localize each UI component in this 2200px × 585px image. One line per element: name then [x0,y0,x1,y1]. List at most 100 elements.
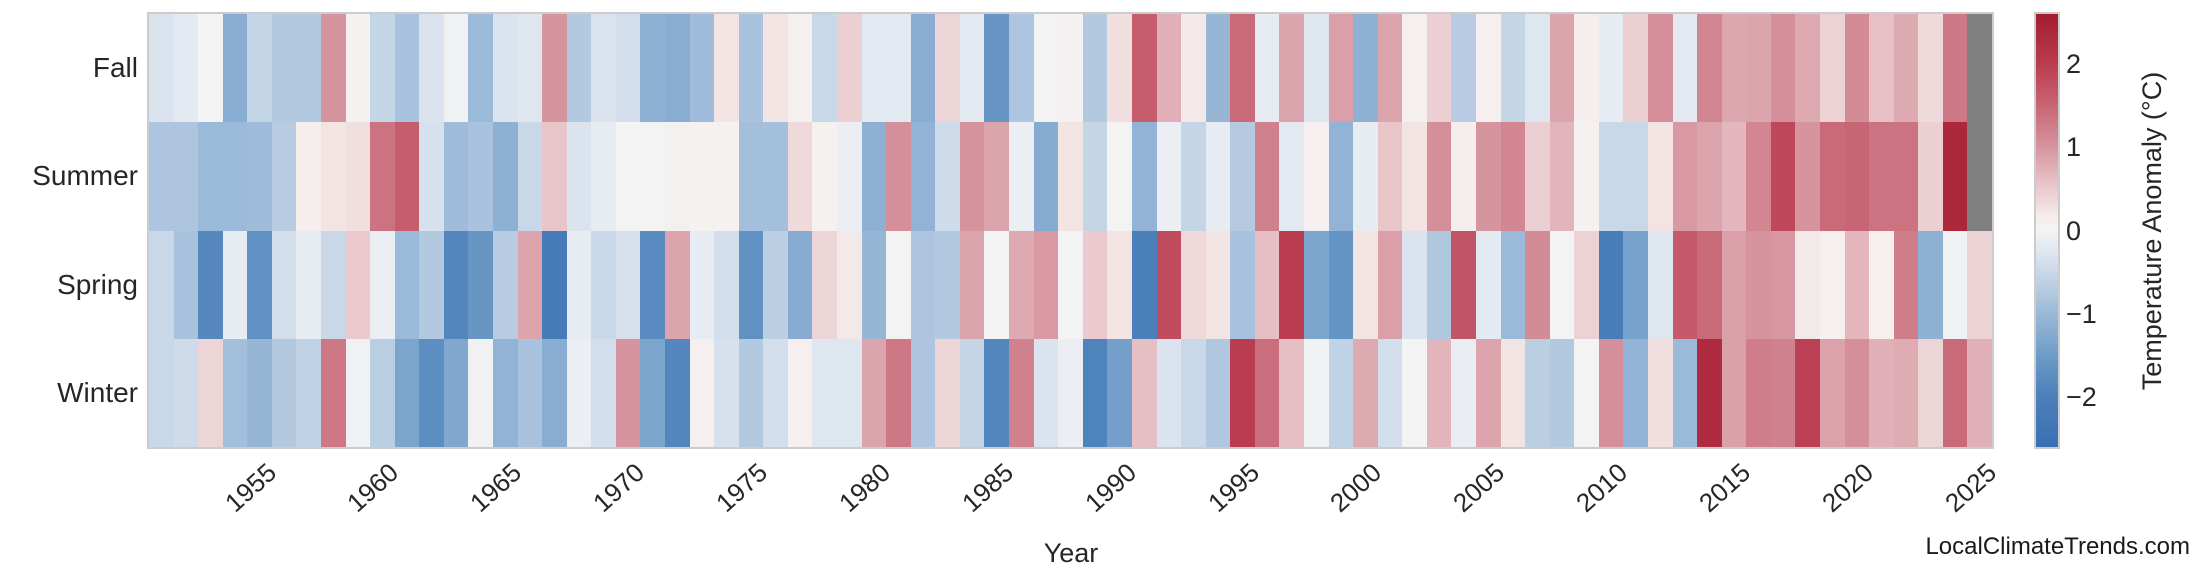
heatmap-cell [1943,122,1967,231]
heatmap-cell [1451,339,1476,447]
heatmap-cell [1255,231,1279,339]
heatmap-cell [1378,231,1402,339]
heatmap-cell [1697,14,1722,122]
heatmap-cell [370,231,395,339]
heatmap-cell [984,339,1009,447]
heatmap-cell [567,14,591,122]
colorbar-title: Temperature Anomaly (°C) [2137,71,2167,391]
heatmap-cell [1304,339,1329,447]
heatmap-cell [1009,339,1034,447]
heatmap-cell [247,122,272,231]
heatmap-cell [493,339,518,447]
heatmap-cell [296,339,321,447]
heatmap-cell [665,231,690,339]
x-tick-label: 2010 [1570,457,1634,518]
heatmap-cell [1083,231,1107,339]
heatmap-cell [1623,339,1648,447]
heatmap-cell [149,339,174,447]
heatmap-cell [665,122,690,231]
heatmap-cell [1795,122,1820,231]
heatmap-cell [1501,14,1525,122]
heatmap-cell [837,231,862,339]
heatmap-cell [296,14,321,122]
heatmap-cell [935,231,960,339]
heatmap-cell [1058,122,1083,231]
heatmap-cell [1845,339,1869,447]
heatmap-cell [1697,122,1722,231]
heatmap-cell [1476,14,1501,122]
colorbar-tick-label: 2 [2066,49,2082,79]
heatmap-cell [493,231,518,339]
heatmap-cell [1329,14,1353,122]
heatmap-cell [1427,231,1451,339]
heatmap-cell [812,122,837,231]
colorbar-tick-label: 1 [2066,132,2082,162]
heatmap-cell [1083,339,1107,447]
heatmap-cell [1550,339,1574,447]
heatmap-cell [640,122,665,231]
heatmap-cell [1279,339,1304,447]
heatmap-cell [1525,339,1550,447]
heatmap-cell [960,339,984,447]
heatmap-cell [1009,231,1034,339]
heatmap-cell [1845,14,1869,122]
heatmap-cell [272,339,296,447]
heatmap-cell [1378,14,1402,122]
heatmap-cell [1279,14,1304,122]
heatmap-cell [935,339,960,447]
heatmap-cell [788,339,812,447]
heatmap-cell [984,122,1009,231]
heatmap-cell [518,339,542,447]
heatmap-cell [272,231,296,339]
heatmap-cell [1402,14,1427,122]
heatmap-cell [174,14,198,122]
heatmap-cell [1550,122,1574,231]
heatmap-cell [788,14,812,122]
heatmap-cell [1673,339,1697,447]
heatmap-cell [1304,122,1329,231]
heatmap-cell [1894,339,1918,447]
heatmap-cell [1402,122,1427,231]
heatmap-cell [174,339,198,447]
heatmap-cell [714,122,739,231]
heatmap-cell [1722,14,1746,122]
heatmap-cell [960,231,984,339]
heatmap-cell [1255,339,1279,447]
x-tick-label: 1960 [341,457,405,518]
x-tick-label: 2000 [1324,457,1388,518]
heatmap-cell [640,339,665,447]
heatmap-cell [1107,14,1132,122]
heatmap-cell [1918,122,1943,231]
heatmap-cell [1058,231,1083,339]
heatmap-cell [223,122,247,231]
heatmap-cell [1304,231,1329,339]
heatmap-cell [468,14,493,122]
heatmap-cell [542,231,567,339]
x-tick-label: 2005 [1447,457,1511,518]
heatmap-cell [1451,122,1476,231]
heatmap-cell [272,14,296,122]
heatmap-cell [198,122,223,231]
heatmap-cell [1083,122,1107,231]
heatmap-cell [690,14,714,122]
heatmap-cell [1132,14,1157,122]
heatmap-cell [1181,339,1206,447]
heatmap-cell [1451,231,1476,339]
heatmap-cell [1132,122,1157,231]
heatmap-cell [1943,14,1967,122]
row-label-summer: Summer [32,160,138,191]
heatmap-cell [1967,231,1992,339]
heatmap-cell [1845,122,1869,231]
x-tick-label: 1970 [587,457,651,518]
heatmap-cell [935,122,960,231]
heatmap-cell [1918,231,1943,339]
heatmap-cell [739,231,763,339]
heatmap-cell [1427,14,1451,122]
heatmap-cell [1746,14,1771,122]
heatmap-cell [1255,122,1279,231]
heatmap-cell [1034,339,1058,447]
x-tick-label: 1980 [833,457,897,518]
heatmap-cell [1820,231,1845,339]
heatmap-cell [960,122,984,231]
heatmap-cell [1206,231,1230,339]
